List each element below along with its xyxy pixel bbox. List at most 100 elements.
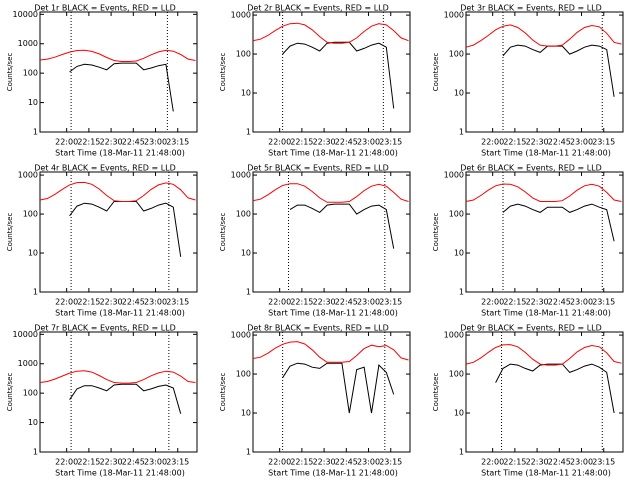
y-axis-label: Counts/sec bbox=[432, 373, 440, 412]
y-axis-label: Counts/sec bbox=[6, 213, 14, 252]
x-tick-label: 22:30 bbox=[100, 458, 123, 467]
x-tick-label: 23:00 bbox=[570, 458, 593, 467]
series-line bbox=[289, 203, 395, 249]
y-axis-label: Counts/sec bbox=[432, 213, 440, 252]
x-tick-label: 22:00 bbox=[481, 458, 504, 467]
y-tick-label: 100 bbox=[236, 370, 251, 379]
panel: Det 4r BLACK = Events, RED = LLD Start Ti… bbox=[6, 164, 198, 318]
x-tick-label: 22:15 bbox=[77, 298, 100, 307]
series-line bbox=[282, 41, 395, 109]
series-line bbox=[282, 362, 395, 414]
y-tick-label: 1 bbox=[246, 128, 251, 137]
y-tick-label: 10 bbox=[454, 409, 464, 418]
x-tick-label: 22:15 bbox=[503, 458, 526, 467]
panel: Det 3r BLACK = Events, RED = LLD Start Ti… bbox=[432, 4, 624, 158]
y-tick-label: 10 bbox=[454, 89, 464, 98]
x-axis-label: Start Time (18-Mar-11 21:48:00) bbox=[481, 469, 611, 478]
plot-frame bbox=[39, 11, 198, 133]
series-line bbox=[69, 383, 182, 414]
panel: Det 6r BLACK = Events, RED = LLD Start Ti… bbox=[432, 164, 624, 318]
panel: Det 8r BLACK = Events, RED = LLD Start Ti… bbox=[219, 324, 411, 478]
y-tick-label: 1 bbox=[246, 448, 251, 457]
y-tick-label: 10 bbox=[241, 249, 251, 258]
x-axis-label: Start Time (18-Mar-11 21:48:00) bbox=[55, 309, 185, 318]
x-tick-label: 23:15 bbox=[166, 458, 189, 467]
x-tick-label: 22:30 bbox=[313, 138, 336, 147]
x-tick-label: 23:15 bbox=[379, 138, 402, 147]
y-tick-label: 100 bbox=[449, 210, 464, 219]
series-line bbox=[39, 49, 196, 62]
x-axis-label: Start Time (18-Mar-11 21:48:00) bbox=[268, 469, 398, 478]
x-tick-label: 22:00 bbox=[55, 138, 78, 147]
y-tick-label: 1 bbox=[246, 288, 251, 297]
series-line bbox=[252, 22, 409, 44]
y-tick-label: 1000 bbox=[231, 11, 251, 20]
x-tick-label: 23:00 bbox=[144, 298, 167, 307]
y-tick-label: 1000 bbox=[231, 171, 251, 180]
x-tick-label: 22:15 bbox=[290, 298, 313, 307]
y-tick-label: 1000 bbox=[18, 359, 38, 368]
y-tick-label: 1 bbox=[33, 448, 38, 457]
x-axis-label: Start Time (18-Mar-11 21:48:00) bbox=[481, 149, 611, 158]
panel-title: Det 4r BLACK = Events, RED = LLD bbox=[34, 164, 176, 173]
y-axis-label: Counts/sec bbox=[432, 53, 440, 92]
x-tick-label: 22:30 bbox=[526, 458, 549, 467]
x-tick-label: 22:45 bbox=[122, 458, 145, 467]
x-tick-label: 23:15 bbox=[592, 458, 615, 467]
series-line bbox=[69, 62, 174, 112]
x-tick-label: 23:15 bbox=[379, 458, 402, 467]
x-tick-label: 22:45 bbox=[335, 298, 358, 307]
panel: Det 1r BLACK = Events, RED = LLD Start Ti… bbox=[6, 4, 198, 158]
y-tick-label: 1000 bbox=[231, 331, 251, 340]
series-line bbox=[39, 181, 196, 202]
series-line bbox=[39, 370, 196, 384]
y-tick-label: 100 bbox=[236, 50, 251, 59]
x-tick-label: 23:15 bbox=[166, 298, 189, 307]
y-tick-label: 1 bbox=[459, 128, 464, 137]
x-tick-label: 23:00 bbox=[570, 298, 593, 307]
x-tick-label: 22:45 bbox=[335, 458, 358, 467]
series-line bbox=[465, 344, 622, 366]
x-tick-label: 22:15 bbox=[290, 138, 313, 147]
plot-frame bbox=[465, 171, 624, 293]
panel-title: Det 2r BLACK = Events, RED = LLD bbox=[247, 4, 389, 13]
y-tick-label: 10000 bbox=[13, 330, 38, 339]
series-line bbox=[502, 44, 615, 97]
x-tick-label: 22:30 bbox=[526, 298, 549, 307]
series-line bbox=[252, 183, 409, 203]
plot-frame bbox=[252, 331, 411, 453]
y-axis-label: Counts/sec bbox=[219, 373, 227, 412]
y-tick-label: 10 bbox=[241, 89, 251, 98]
panel-title: Det 8r BLACK = Events, RED = LLD bbox=[247, 324, 389, 333]
y-tick-label: 100 bbox=[23, 389, 38, 398]
series-line bbox=[465, 183, 622, 202]
y-tick-label: 100 bbox=[449, 370, 464, 379]
plot-frame bbox=[39, 171, 198, 293]
y-tick-label: 1 bbox=[33, 128, 38, 137]
x-tick-label: 22:45 bbox=[122, 298, 145, 307]
series-line bbox=[502, 203, 615, 242]
x-tick-label: 22:30 bbox=[313, 458, 336, 467]
x-tick-label: 22:30 bbox=[100, 298, 123, 307]
panel: Det 2r BLACK = Events, RED = LLD Start Ti… bbox=[219, 4, 411, 158]
y-tick-label: 1000 bbox=[444, 171, 464, 180]
y-tick-label: 1000 bbox=[444, 331, 464, 340]
x-tick-label: 23:00 bbox=[144, 458, 167, 467]
x-tick-label: 22:00 bbox=[481, 138, 504, 147]
panel-title: Det 9r BLACK = Events, RED = LLD bbox=[460, 324, 602, 333]
x-axis-label: Start Time (18-Mar-11 21:48:00) bbox=[481, 309, 611, 318]
plot-frame bbox=[252, 11, 411, 133]
y-tick-label: 1000 bbox=[18, 171, 38, 180]
x-axis-label: Start Time (18-Mar-11 21:48:00) bbox=[268, 149, 398, 158]
x-axis-label: Start Time (18-Mar-11 21:48:00) bbox=[55, 149, 185, 158]
x-tick-label: 22:00 bbox=[55, 458, 78, 467]
plot-frame bbox=[465, 11, 624, 133]
x-tick-label: 22:00 bbox=[481, 298, 504, 307]
panel: Det 5r BLACK = Events, RED = LLD Start Ti… bbox=[219, 164, 411, 318]
y-axis-label: Counts/sec bbox=[219, 53, 227, 92]
plot-frame bbox=[39, 331, 198, 453]
x-tick-label: 23:15 bbox=[166, 138, 189, 147]
x-tick-label: 22:45 bbox=[548, 138, 571, 147]
x-tick-label: 22:30 bbox=[313, 298, 336, 307]
